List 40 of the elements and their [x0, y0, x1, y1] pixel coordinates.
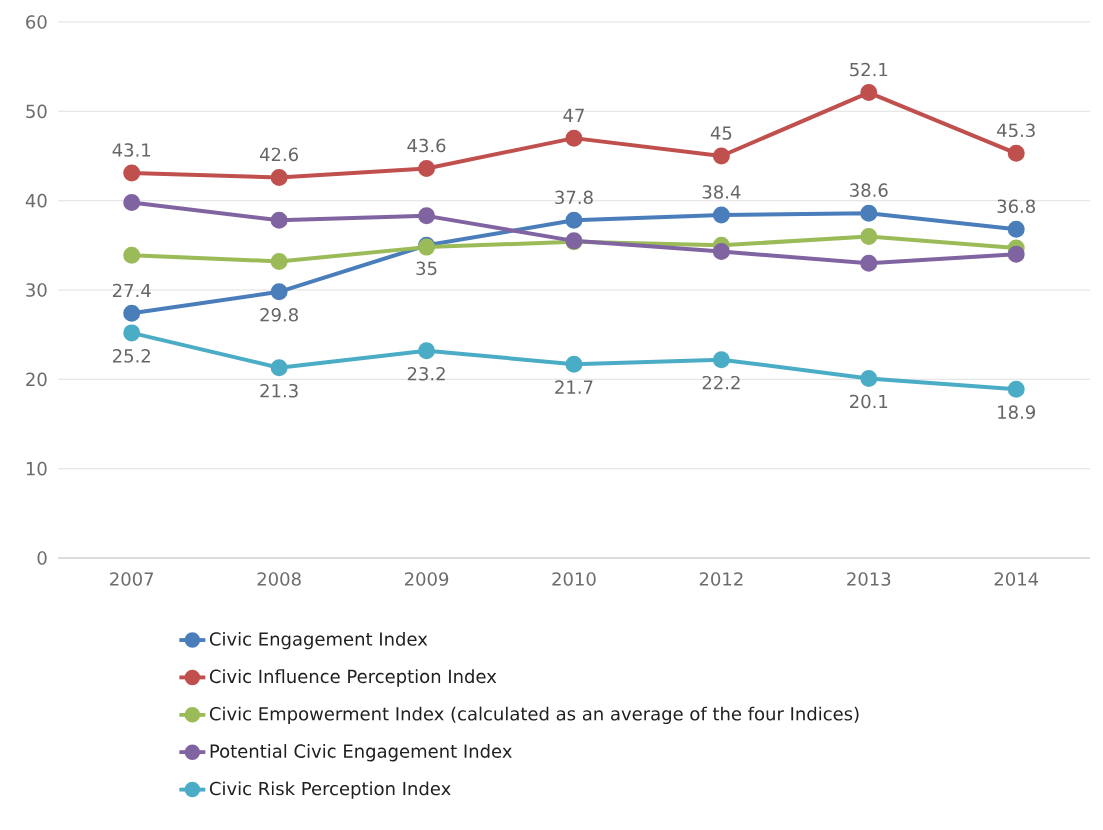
- data-label: 29.8: [260, 307, 298, 322]
- legend-label: Civic Risk Perception Index: [209, 781, 451, 799]
- data-label: 42.6: [259, 147, 299, 162]
- data-label: 45.3: [997, 123, 1035, 138]
- y-tick-label: 20: [26, 372, 47, 387]
- legend-label: Potential Civic Engagement Index: [210, 744, 512, 762]
- data-label: 43.6: [407, 138, 446, 153]
- data-label: 27.4: [112, 283, 151, 298]
- data-label: 38.4: [702, 185, 741, 199]
- data-label: 20.1: [850, 394, 888, 409]
- y-tick-label: 0: [37, 551, 47, 565]
- data-label: 18.9: [998, 405, 1035, 419]
- data-label: 47: [563, 108, 584, 122]
- y-tick-label: 30: [26, 283, 47, 297]
- data-label: 25.2: [112, 349, 150, 363]
- legend-label: Civic Engagement Index: [209, 631, 428, 650]
- x-tick-label: 2013: [847, 572, 891, 586]
- data-label: 52.1: [850, 62, 888, 77]
- y-tick-label: 10: [26, 461, 47, 476]
- data-label: 35: [416, 261, 437, 276]
- x-tick-label: 2008: [257, 572, 301, 586]
- x-tick-label: 2007: [110, 572, 154, 586]
- x-tick-label: 2014: [994, 572, 1039, 586]
- legend-label: Civic Empowerment Index (calculated as an average of the four Indices): [209, 706, 859, 725]
- data-label: 21.7: [555, 380, 593, 394]
- legend-label: Civic Influence Perception Index: [209, 669, 497, 687]
- data-label: 36.8: [997, 199, 1036, 214]
- x-tick-label: 2010: [552, 572, 596, 586]
- data-label: 22.2: [702, 375, 740, 390]
- data-label: 43.1: [112, 143, 151, 157]
- data-label: 21.3: [260, 383, 298, 398]
- data-label: 37.8: [555, 190, 593, 205]
- x-tick-label: 2009: [404, 572, 449, 586]
- y-tick-label: 50: [26, 104, 47, 119]
- y-tick-label: 40: [25, 193, 47, 208]
- data-label: 23.2: [407, 366, 445, 381]
- y-tick-label: 60: [26, 15, 47, 29]
- data-label: 38.6: [850, 183, 888, 197]
- data-label: 45: [710, 126, 732, 140]
- x-tick-label: 2012: [699, 572, 743, 586]
